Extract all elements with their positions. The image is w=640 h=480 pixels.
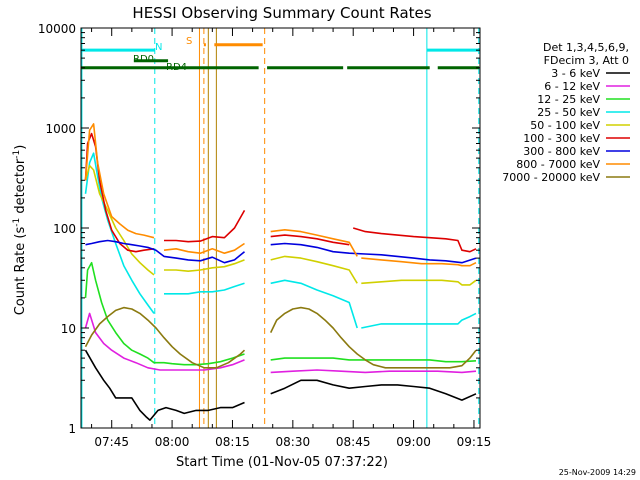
y-axis-ticks: 1 10 100 1000 10000	[38, 22, 480, 436]
series-line-800-7000-kev-2	[163, 242, 245, 254]
legend-entry-50-100-kev: 50 - 100 keV	[530, 119, 630, 132]
vertical-marker-lines	[81, 28, 480, 428]
x-tick-label: 09:00	[396, 435, 431, 449]
y-tick-label: 10	[61, 322, 76, 336]
series-line-100-300-kev-1	[84, 132, 155, 253]
series-line-50-100-kev-4	[361, 279, 477, 286]
rd0-flag-label: RD0	[133, 54, 154, 65]
x-tick-label: 07:45	[94, 435, 129, 449]
legend-entry-label: 7000 - 20000 keV	[502, 171, 600, 184]
legend-entry-100-300-kev: 100 - 300 keV	[523, 132, 630, 145]
x-tick-label: 08:30	[276, 435, 311, 449]
y-tick-label: 1	[68, 422, 76, 436]
legend-header-2: FDecim 3, Att 0	[544, 54, 629, 67]
series-line-7000-20000-kev-2	[269, 306, 477, 369]
x-tick-label: 08:15	[215, 435, 250, 449]
series-line-7000-20000-kev-1	[84, 306, 246, 369]
y-tick-label: 100	[53, 222, 76, 236]
x-axis-ticks: 07:45 08:00 08:15 08:30 08:45 09:00 09:15	[91, 28, 492, 449]
series-6-12-kev	[84, 312, 477, 374]
night-flag-label: N	[155, 42, 162, 53]
rd4-flag-label: RD4	[166, 62, 187, 73]
legend-header-1: Det 1,3,4,5,6,9,	[543, 41, 629, 54]
chart-title: HESSI Observing Summary Count Rates	[132, 4, 431, 22]
series-line-100-300-kev-3	[270, 234, 350, 246]
series-line-25-50-kev-2	[164, 282, 245, 295]
series-300-800-kev	[85, 239, 477, 264]
series-line-25-50-kev-4	[361, 312, 477, 329]
x-tick-label: 09:15	[457, 435, 492, 449]
series-line-800-7000-kev-1	[84, 123, 155, 239]
saa-flag-label: S	[186, 36, 192, 47]
x-tick-label: 08:00	[155, 435, 190, 449]
series-line-100-300-kev-4	[352, 227, 477, 253]
series-line-25-50-kev-3	[270, 279, 358, 329]
series-3-6-kev	[84, 349, 477, 421]
generation-timestamp: 25-Nov-2009 14:29	[559, 468, 636, 477]
series-line-25-50-kev-1	[84, 152, 155, 314]
legend-entry-label: 300 - 800 keV	[523, 145, 600, 158]
x-axis-label: Start Time (01-Nov-05 07:37:22)	[176, 455, 388, 470]
series-800-7000-kev	[84, 123, 477, 267]
series-7000-20000-kev	[84, 306, 477, 369]
series-line-100-300-kev-2	[164, 210, 246, 243]
legend-entry-label: 6 - 12 keV	[544, 80, 600, 93]
flag-bars	[81, 43, 480, 70]
series-line-800-7000-kev-4	[361, 257, 477, 267]
legend-entry-label: 800 - 7000 keV	[516, 158, 600, 171]
legend-entry-label: 25 - 50 keV	[537, 106, 600, 119]
series-12-25-kev	[84, 261, 477, 366]
y-tick-label: 10000	[38, 22, 76, 36]
y-tick-label: 1000	[45, 122, 76, 136]
series-line-12-25-kev-1	[84, 261, 245, 366]
series-line-50-100-kev-1	[84, 164, 155, 276]
series-line-300-800-kev-1	[85, 239, 246, 264]
series-line-50-100-kev-3	[270, 255, 358, 284]
series-line-12-25-kev-2	[270, 357, 477, 363]
legend-entry-3-6-kev: 3 - 6 keV	[551, 67, 630, 80]
legend-entry-label: 12 - 25 keV	[537, 93, 600, 106]
series-line-50-100-kev-2	[164, 259, 245, 273]
series-50-100-kev	[84, 164, 477, 286]
series-25-50-kev	[84, 152, 477, 329]
legend-entry-6-12-kev: 6 - 12 keV	[544, 80, 630, 93]
series-line-3-6-kev-1	[84, 349, 245, 421]
series-line-3-6-kev-2	[270, 379, 477, 401]
legend-entry-7000-20000-kev: 7000 - 20000 keV	[502, 171, 630, 184]
legend-entry-25-50-kev: 25 - 50 keV	[537, 106, 630, 119]
legend: Det 1,3,4,5,6,9, FDecim 3, Att 0 3 - 6 k…	[502, 41, 630, 184]
series-100-300-kev	[84, 132, 477, 253]
legend-entry-12-25-kev: 12 - 25 keV	[537, 93, 630, 106]
x-tick-label: 08:45	[336, 435, 371, 449]
data-series	[84, 123, 477, 421]
legend-entry-label: 100 - 300 keV	[523, 132, 600, 145]
legend-entry-label: 50 - 100 keV	[530, 119, 600, 132]
y-axis-label: Count Rate (s-1 detector-1)	[12, 145, 28, 316]
legend-entry-label: 3 - 6 keV	[551, 67, 600, 80]
legend-entry-800-7000-kev: 800 - 7000 keV	[516, 158, 630, 171]
series-line-800-7000-kev-3	[270, 229, 358, 257]
series-line-6-12-kev-2	[270, 369, 477, 374]
series-line-300-800-kev-2	[270, 242, 477, 264]
legend-entry-300-800-kev: 300 - 800 keV	[523, 145, 630, 158]
